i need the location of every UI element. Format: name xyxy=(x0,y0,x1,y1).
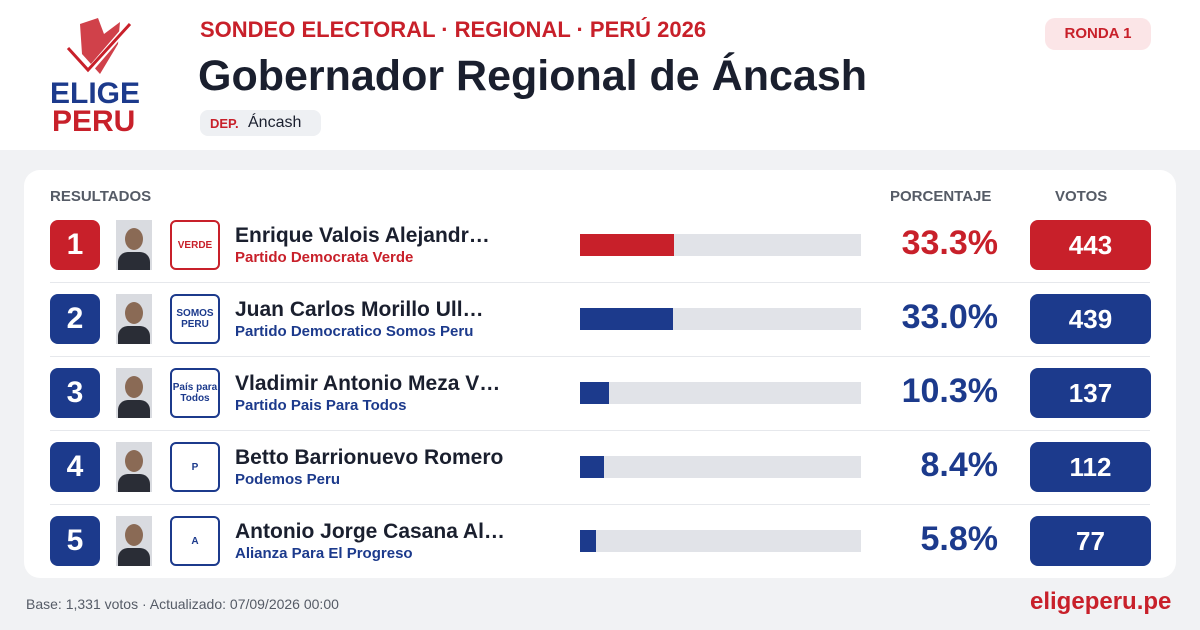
candidate-photo xyxy=(116,220,152,270)
rank-badge: 3 xyxy=(50,368,100,418)
photo-head xyxy=(125,524,143,546)
party-logo: P xyxy=(170,442,220,492)
bar xyxy=(580,308,673,330)
row-divider xyxy=(50,504,1150,505)
candidate-name: Antonio Jorge Casana Al… xyxy=(235,520,505,543)
column-header: PORCENTAJE xyxy=(890,188,992,205)
votes-badge: 439 xyxy=(1030,294,1151,344)
percent: 33.3% xyxy=(901,224,998,262)
votes-badge: 137 xyxy=(1030,368,1151,418)
party-name: Partido Democrata Verde xyxy=(235,249,414,266)
party-logo: País para Todos xyxy=(170,368,220,418)
row-divider xyxy=(50,282,1150,283)
party-logo: VERDE xyxy=(170,220,220,270)
results-card: RESULTADOS PORCENTAJE VOTOS 1 VERDE Enriqu… xyxy=(24,170,1176,578)
tag-key: DEP. xyxy=(210,116,239,131)
votes-badge: 77 xyxy=(1030,516,1151,566)
percent: 5.8% xyxy=(920,520,999,558)
photo-head xyxy=(125,228,143,250)
percent: 8.4% xyxy=(920,446,999,484)
bar xyxy=(580,530,597,552)
tag: DEP. Áncash xyxy=(200,110,321,136)
column-header: RESULTADOS xyxy=(50,188,152,205)
tag-value: Áncash xyxy=(248,114,302,131)
candidate-name: Vladimir Antonio Meza V… xyxy=(235,372,501,395)
party-name: Alianza Para El Progreso xyxy=(235,545,413,562)
rank-badge: 5 xyxy=(50,516,100,566)
bar-track xyxy=(580,530,861,552)
photo-head xyxy=(125,450,143,472)
candidate-photo xyxy=(116,516,152,566)
photo-body xyxy=(118,474,150,492)
row-divider xyxy=(50,430,1150,431)
footer-note: Base: 1,331 votos · Actualizado: 07/09/2… xyxy=(26,596,339,612)
photo-body xyxy=(118,326,150,344)
logo-text: PERU xyxy=(52,105,136,138)
bar-track xyxy=(580,382,861,404)
round-badge: RONDA 1 xyxy=(1045,18,1151,50)
percent: 33.0% xyxy=(901,298,998,336)
party-name: Partido Democratico Somos Peru xyxy=(235,323,474,340)
rank-badge: 2 xyxy=(50,294,100,344)
percent: 10.3% xyxy=(901,372,998,410)
photo-head xyxy=(125,376,143,398)
photo-head xyxy=(125,302,143,324)
candidate-photo xyxy=(116,294,152,344)
bar-track xyxy=(580,456,861,478)
candidate-name: Enrique Valois Alejandr… xyxy=(235,224,490,247)
candidate-photo xyxy=(116,442,152,492)
votes-badge: 443 xyxy=(1030,220,1151,270)
candidate-photo xyxy=(116,368,152,418)
party-logo: A xyxy=(170,516,220,566)
rank-badge: 1 xyxy=(50,220,100,270)
party-logo: SOMOS PERU xyxy=(170,294,220,344)
candidate-name: Juan Carlos Morillo Ull… xyxy=(235,298,484,321)
bar xyxy=(580,382,609,404)
logo-mark xyxy=(66,18,132,77)
bar xyxy=(580,456,604,478)
party-name: Partido Pais Para Todos xyxy=(235,397,407,414)
logo-text: ELIGE xyxy=(50,77,141,110)
photo-body xyxy=(118,252,150,270)
column-header: VOTOS xyxy=(1055,188,1108,205)
site: eligeperu.pe xyxy=(1030,588,1172,615)
header: ELIGE PERU SONDEO ELECTORAL · REGIONAL ·… xyxy=(0,0,1200,150)
kicker: SONDEO ELECTORAL · REGIONAL · PERÚ 2026 xyxy=(200,17,707,42)
rank-badge: 4 xyxy=(50,442,100,492)
photo-body xyxy=(118,400,150,418)
bar xyxy=(580,234,674,256)
title: Gobernador Regional de Áncash xyxy=(198,52,867,100)
candidate-name: Betto Barrionuevo Romero xyxy=(235,446,504,469)
votes-badge: 112 xyxy=(1030,442,1151,492)
party-name: Podemos Peru xyxy=(235,471,341,488)
row-divider xyxy=(50,356,1150,357)
photo-body xyxy=(118,548,150,566)
